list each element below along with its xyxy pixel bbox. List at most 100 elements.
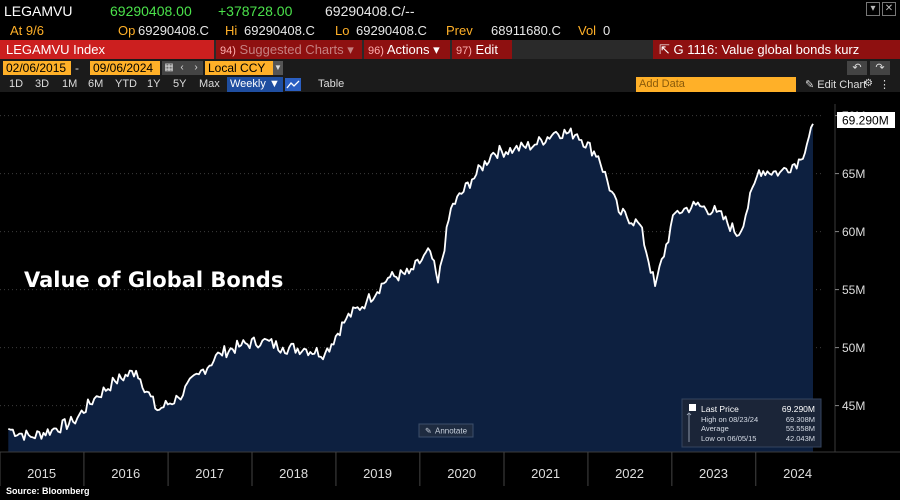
date-separator: - bbox=[75, 61, 79, 75]
more-icon[interactable]: ⋮ bbox=[879, 79, 890, 91]
annotate-label: Annotate bbox=[435, 427, 468, 436]
actions-label: Actions bbox=[386, 42, 430, 57]
high-value: 69290408.C bbox=[244, 23, 315, 38]
line-chart-icon[interactable] bbox=[285, 78, 301, 91]
x-tick-label: 2018 bbox=[279, 466, 308, 481]
y-tick-label: 45M bbox=[842, 399, 865, 413]
value-series-line bbox=[7, 123, 814, 441]
x-tick-label: 2016 bbox=[111, 466, 140, 481]
chart-legend: Last Price 69.290M High on 08/23/24 69.3… bbox=[681, 398, 822, 448]
frequency-label: Weekly bbox=[230, 78, 266, 90]
add-data-input[interactable]: Add Data bbox=[636, 77, 796, 92]
external-link-icon: ⇱ bbox=[659, 42, 670, 57]
period-5y[interactable]: 5Y bbox=[173, 78, 187, 90]
chevron-down-icon: ▾ bbox=[433, 42, 440, 57]
suggested-charts-menu[interactable]: 94) Suggested Charts ▾ bbox=[216, 40, 362, 59]
start-date-field[interactable]: 02/06/2015 bbox=[3, 61, 71, 75]
x-tick-label: 2024 bbox=[783, 466, 812, 481]
x-tick-label: 2021 bbox=[531, 466, 560, 481]
actions-number: 96) bbox=[368, 45, 384, 57]
volume-value: 0 bbox=[603, 23, 611, 38]
settings-icon[interactable]: ⚙ bbox=[864, 78, 873, 89]
frequency-select[interactable]: Weekly ▼ bbox=[227, 77, 283, 92]
menu-bar: LEGAMVU Index 94) Suggested Charts ▾ 96)… bbox=[0, 40, 900, 72]
ticker-symbol: LEGAMVU bbox=[4, 3, 73, 19]
bond-value-chart: 45M50M55M60M65M70M 201520162017201820192… bbox=[0, 93, 900, 486]
close-window-icon[interactable]: ✕ bbox=[882, 2, 896, 16]
period-max[interactable]: Max bbox=[199, 78, 220, 90]
y-tick-label: 50M bbox=[842, 341, 865, 355]
graph-title: G 1116: Value global bonds kurz bbox=[673, 42, 860, 57]
suggested-charts-label: Suggested Charts bbox=[239, 42, 344, 57]
bid-ask-quote: 69290408.C/-- bbox=[325, 3, 415, 19]
chevron-down-icon: ▼ bbox=[268, 78, 280, 90]
legend-high-value: 69.308M bbox=[786, 415, 815, 424]
edit-menu[interactable]: 97) Edit ▾ bbox=[452, 40, 512, 72]
source-note: Source: Bloomberg bbox=[6, 486, 90, 496]
undo-icon[interactable]: ↶ bbox=[847, 61, 867, 75]
edit-chart-button[interactable]: ✎ Edit Chart bbox=[805, 78, 866, 91]
chevron-down-icon[interactable]: ▼ bbox=[273, 61, 283, 75]
open-value: 69290408.C bbox=[138, 23, 209, 38]
last-price-tag-label: 69.290M bbox=[842, 114, 889, 128]
as-of-time: At 9/6 bbox=[10, 23, 44, 38]
suggested-charts-number: 94) bbox=[220, 45, 236, 57]
last-price: 69290408.00 bbox=[110, 3, 192, 19]
volume-label: Vol bbox=[578, 23, 597, 38]
prev-value: 68911680.C bbox=[491, 23, 561, 38]
annotate-button[interactable] bbox=[418, 423, 474, 438]
legend-average-value: 55.558M bbox=[786, 424, 815, 433]
period-ytd[interactable]: YTD bbox=[115, 78, 137, 90]
window-menu-icon[interactable]: ▾ bbox=[866, 2, 880, 16]
x-tick-label: 2020 bbox=[447, 466, 476, 481]
last-price-tag bbox=[837, 112, 895, 128]
redo-icon[interactable]: ↷ bbox=[870, 61, 890, 75]
period-3d[interactable]: 3D bbox=[35, 78, 50, 90]
chevron-down-icon: ▾ bbox=[347, 42, 354, 57]
x-tick-label: 2019 bbox=[363, 466, 392, 481]
legend-last-price-value: 69.290M bbox=[782, 404, 815, 414]
ohlc-row: At 9/6 Op 69290408.C Hi 69290408.C Lo 69… bbox=[0, 21, 900, 40]
period-1y[interactable]: 1Y bbox=[147, 78, 161, 90]
graph-title-bar[interactable]: ⇱ G 1116: Value global bonds kurz bbox=[653, 40, 900, 59]
security-field[interactable]: LEGAMVU Index bbox=[0, 40, 214, 59]
value-area-fill bbox=[8, 123, 814, 453]
legend-swatch bbox=[689, 404, 696, 411]
x-tick-label: 2017 bbox=[195, 466, 224, 481]
edit-label: Edit bbox=[475, 42, 498, 57]
x-axis: 2015 2016 2017 2018 2019 2020 2021 2022 2023 2024 bbox=[0, 452, 812, 486]
actions-menu[interactable]: 96) Actions ▾ bbox=[364, 40, 450, 59]
legend-box bbox=[681, 398, 822, 448]
period-1m[interactable]: 1M bbox=[62, 78, 78, 90]
end-date-field[interactable]: 09/06/2024 bbox=[90, 61, 160, 75]
x-tick-label: 2022 bbox=[615, 466, 644, 481]
legend-tree-lines bbox=[686, 412, 692, 442]
legend-average-label: Average bbox=[701, 424, 729, 433]
edit-chart-label: Edit Chart bbox=[817, 79, 867, 91]
low-label: Lo bbox=[335, 23, 350, 38]
pencil-icon: ✎ bbox=[805, 79, 815, 91]
x-tick-label: 2015 bbox=[27, 466, 56, 481]
low-value: 69290408.C bbox=[356, 23, 427, 38]
period-6m[interactable]: 6M bbox=[88, 78, 104, 90]
open-label: Op bbox=[118, 23, 136, 38]
scroll-forward-icon[interactable]: › bbox=[189, 61, 203, 75]
legend-last-price-label: Last Price bbox=[701, 404, 739, 414]
quote-row: LEGAMVU 69290408.00 +378728.00 69290408.… bbox=[0, 0, 900, 21]
period-bar: 1D 3D 1M 6M YTD 1Y 5Y Max Weekly ▼ Table… bbox=[0, 77, 900, 92]
x-tick-label: 2023 bbox=[699, 466, 728, 481]
edit-number: 97) bbox=[456, 45, 472, 57]
legend-low-value: 42.043M bbox=[786, 434, 815, 443]
table-button[interactable]: Table bbox=[318, 78, 345, 90]
calendar-icon[interactable]: ▦ bbox=[162, 61, 176, 75]
pencil-icon: ✎ bbox=[425, 427, 432, 436]
period-1d[interactable]: 1D bbox=[9, 78, 24, 90]
chart-annotation: Value of Global Bonds bbox=[24, 268, 283, 292]
legend-high-label: High on 08/23/24 bbox=[701, 415, 758, 424]
scroll-back-icon[interactable]: ‹ bbox=[175, 61, 189, 75]
net-change: +378728.00 bbox=[218, 3, 293, 19]
y-tick-label: 55M bbox=[842, 283, 865, 297]
currency-select[interactable]: Local CCY bbox=[205, 61, 283, 75]
high-label: Hi bbox=[225, 23, 238, 38]
legend-low-label: Low on 06/05/15 bbox=[701, 434, 756, 443]
